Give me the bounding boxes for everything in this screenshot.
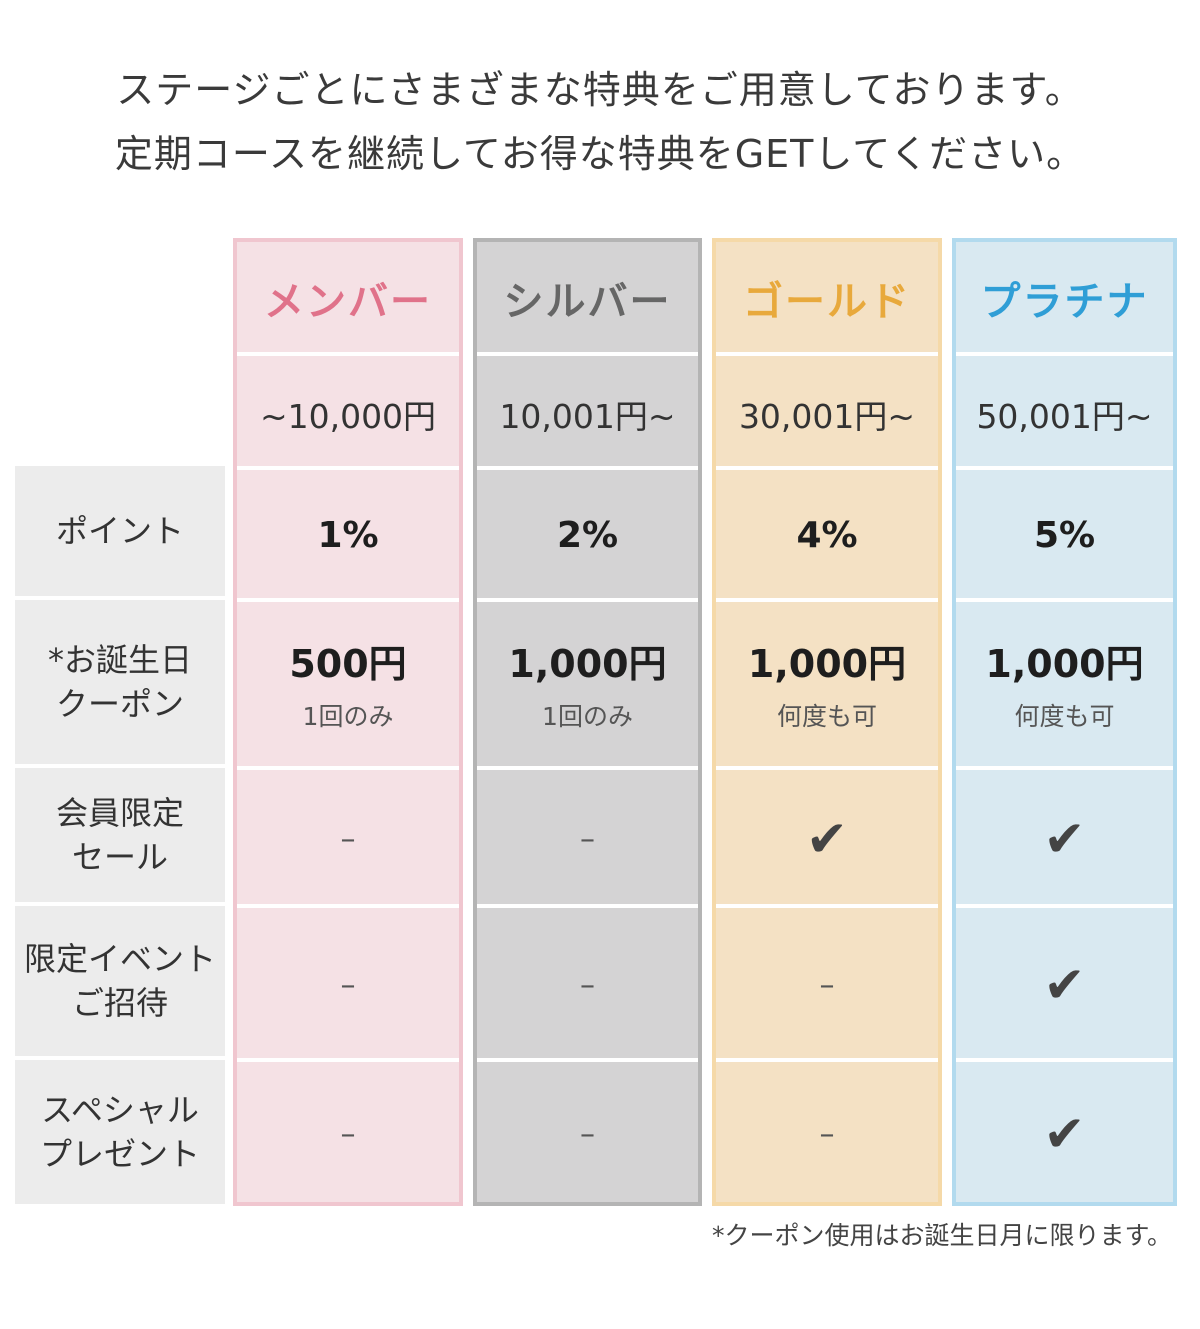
row-divider	[477, 766, 698, 770]
tier-range-text: 30,001円~	[738, 397, 916, 436]
row-divider	[477, 598, 698, 602]
intro-line-2: 定期コースを継続してお得な特典をGETしてください。	[114, 132, 1086, 176]
tier-event-invite: –	[477, 910, 698, 1060]
tier-point-rate: 2%	[477, 470, 698, 600]
check-icon: ✔	[806, 810, 848, 868]
tier-point-rate-text: 5%	[1033, 514, 1096, 556]
row-divider	[237, 466, 459, 470]
row-divider	[237, 904, 459, 908]
coupon-amount: 1,000円	[508, 642, 667, 686]
tier-birthday-coupon: 1,000円何度も可	[956, 604, 1173, 768]
tier-range: ~10,000円	[237, 360, 459, 468]
row-divider	[237, 766, 459, 770]
row-divider	[956, 466, 1173, 470]
dash-mark: –	[819, 1116, 835, 1152]
tier-column-silver: シルバー 10,001円~ 2% 1,000円 1回のみ – – –	[473, 238, 702, 1206]
row-divider	[956, 1058, 1173, 1062]
dash-mark: –	[340, 1116, 356, 1152]
row-divider	[716, 352, 938, 356]
row-divider	[477, 466, 698, 470]
row-divider	[956, 766, 1173, 770]
tier-point-rate: 5%	[956, 470, 1173, 600]
row-divider	[716, 598, 938, 602]
row-divider	[956, 904, 1173, 908]
dash-mark: –	[580, 821, 595, 857]
tier-event-invite: –	[237, 910, 459, 1060]
row-divider	[716, 466, 938, 470]
tier-range-text: ~10,000円	[259, 397, 437, 436]
tier-name: シルバー	[477, 242, 698, 354]
tier-name-text: プラチナ	[980, 279, 1149, 325]
dash-mark: –	[580, 1116, 595, 1152]
tier-member-sale: –	[237, 772, 459, 906]
check-icon: ✔	[1043, 1105, 1086, 1163]
tier-special-gift: –	[237, 1064, 459, 1204]
intro-line-1: ステージごとにさまざまな特典をご用意しております。	[116, 68, 1084, 112]
row-label-member-sale: 会員限定 セール	[15, 768, 225, 902]
row-divider	[477, 352, 698, 356]
tier-special-gift: ✔	[956, 1064, 1173, 1204]
tier-point-rate-text: 2%	[556, 514, 619, 556]
row-divider	[956, 598, 1173, 602]
tier-member-sale: ✔	[956, 772, 1173, 906]
tier-range-text: 50,001円~	[976, 397, 1153, 436]
tier-point-rate-text: 1%	[317, 514, 379, 556]
intro-text: ステージごとにさまざまな特典をご用意しております。 定期コースを継続してお得な特…	[0, 58, 1200, 186]
row-label-event-invite: 限定イベント ご招待	[15, 906, 225, 1056]
tier-name-text: ゴールド	[743, 279, 911, 325]
dash-mark: –	[340, 967, 356, 1003]
dash-mark: –	[340, 821, 356, 857]
tier-name-text: シルバー	[503, 279, 672, 325]
tier-name: プラチナ	[956, 242, 1173, 354]
row-divider	[716, 766, 938, 770]
coupon-amount: 1,000円	[747, 642, 907, 686]
tier-column-member: メンバー ~10,000円 1% 500円 1回のみ – – –	[233, 238, 463, 1206]
check-icon: ✔	[1043, 956, 1086, 1014]
tier-member-sale: ✔	[716, 772, 938, 906]
row-divider	[716, 1058, 938, 1062]
row-label-birthday-coupon: *お誕生日 クーポン	[15, 600, 225, 764]
tier-range: 10,001円~	[477, 360, 698, 468]
coupon-amount: 1,000円	[985, 642, 1144, 686]
coupon-note: 何度も可	[776, 702, 877, 731]
tier-range-text: 10,001円~	[499, 397, 676, 436]
tier-birthday-coupon: 1,000円何度も可	[716, 604, 938, 768]
row-divider	[956, 352, 1173, 356]
row-divider	[716, 904, 938, 908]
coupon-note: 1回のみ	[302, 702, 394, 731]
tier-column-gold: ゴールド 30,001円~ 4% 1,000円何度も可 ✔ – –	[712, 238, 942, 1206]
row-divider	[477, 1058, 698, 1062]
footnote: *クーポン使用はお誕生日月に限ります。	[711, 1221, 1172, 1250]
coupon-note: 1回のみ	[542, 702, 633, 731]
dash-mark: –	[819, 967, 835, 1003]
tier-name: ゴールド	[716, 242, 938, 354]
tier-range: 30,001円~	[716, 360, 938, 468]
tier-name-text: メンバー	[264, 279, 432, 325]
tier-point-rate-text: 4%	[796, 514, 858, 556]
tier-point-rate: 4%	[716, 470, 938, 600]
tier-range: 50,001円~	[956, 360, 1173, 468]
tier-point-rate: 1%	[237, 470, 459, 600]
tier-member-sale: –	[477, 772, 698, 906]
row-divider	[237, 352, 459, 356]
row-divider	[237, 598, 459, 602]
tier-event-invite: ✔	[956, 910, 1173, 1060]
coupon-amount: 500円	[289, 642, 407, 686]
tier-special-gift: –	[716, 1064, 938, 1204]
tier-event-invite: –	[716, 910, 938, 1060]
tier-birthday-coupon: 1,000円 1回のみ	[477, 604, 698, 768]
tier-column-platinum: プラチナ 50,001円~ 5% 1,000円何度も可 ✔ ✔ ✔	[952, 238, 1177, 1206]
check-icon: ✔	[1043, 810, 1086, 868]
row-divider	[237, 1058, 459, 1062]
coupon-note: 何度も可	[1014, 702, 1115, 731]
tier-special-gift: –	[477, 1064, 698, 1204]
row-divider	[477, 904, 698, 908]
row-label-special-gift: スペシャル プレゼント	[15, 1060, 225, 1204]
dash-mark: –	[580, 967, 595, 1003]
tier-birthday-coupon: 500円 1回のみ	[237, 604, 459, 768]
tier-name: メンバー	[237, 242, 459, 354]
row-label-point: ポイント	[15, 466, 225, 596]
